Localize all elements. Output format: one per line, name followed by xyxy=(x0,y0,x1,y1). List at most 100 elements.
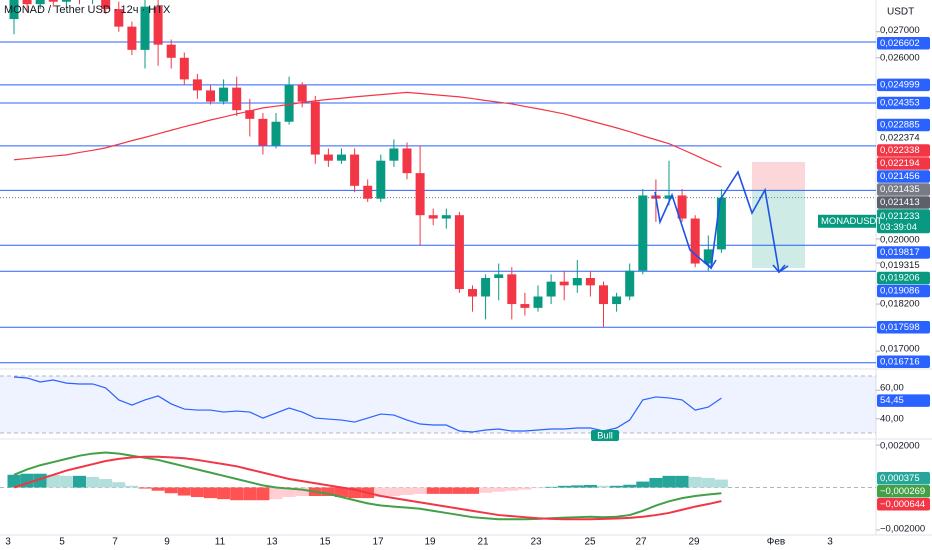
x-tick-label: 7 xyxy=(112,537,118,548)
price-badge-label: 0,022885 xyxy=(880,120,920,131)
candle-body xyxy=(127,26,137,50)
histogram-bar xyxy=(230,487,244,501)
candle-body xyxy=(638,195,648,271)
price-badge-label: 0,021413 xyxy=(880,197,920,208)
histogram-bar xyxy=(73,475,86,488)
price-badge xyxy=(877,271,930,285)
candle-body xyxy=(402,148,412,174)
histogram-bar xyxy=(46,474,60,488)
y-tick-label: −0,002000 xyxy=(880,524,925,535)
candle-body xyxy=(546,281,556,297)
histogram-bar xyxy=(348,487,362,499)
histogram-bar xyxy=(86,476,100,488)
histogram-bar xyxy=(204,487,217,499)
moving-average xyxy=(13,91,722,168)
candle-body xyxy=(389,148,399,161)
histogram-bar xyxy=(190,487,204,498)
histogram-bar xyxy=(544,486,558,488)
candle-body xyxy=(363,185,373,199)
candle-body xyxy=(507,274,517,305)
y-tick-label: 60,00 xyxy=(880,382,904,393)
symbol-tag xyxy=(818,214,876,228)
price-badge-label: 54,45 xyxy=(880,395,904,406)
price-badge-label: −0,000644 xyxy=(880,499,925,510)
candle-body xyxy=(585,277,595,286)
price-badge xyxy=(877,183,930,196)
histogram-bar xyxy=(583,484,597,488)
y-tick-label: 0,017000 xyxy=(880,344,920,355)
candle-body xyxy=(232,87,242,111)
price-badge xyxy=(877,36,930,50)
price-badge xyxy=(877,498,930,511)
histogram-bar xyxy=(636,481,650,488)
price-badge xyxy=(877,355,930,368)
x-tick-label: 23 xyxy=(530,537,542,548)
x-tick-label: Фев xyxy=(767,537,785,548)
histogram-bar xyxy=(675,475,689,488)
histogram-bar xyxy=(466,487,479,494)
price-badge-label: 0,021435 xyxy=(880,184,920,195)
countdown: 03:39:04 xyxy=(880,222,917,233)
price-badge-label: 0,024999 xyxy=(880,79,920,90)
histogram-bar xyxy=(597,485,610,488)
candle-body xyxy=(533,296,543,308)
candle-body xyxy=(48,0,58,2)
histogram-bar xyxy=(217,487,231,500)
histogram-bar xyxy=(321,487,335,496)
histogram-bar xyxy=(335,487,348,498)
projection-path xyxy=(654,170,789,274)
histogram-bar xyxy=(479,487,493,493)
candle-body xyxy=(599,285,608,305)
price-badge-label: 0,021233 xyxy=(880,211,920,222)
candle-body xyxy=(454,215,464,290)
histogram-bar xyxy=(505,487,519,491)
arrow-head xyxy=(772,264,786,274)
histogram-bar xyxy=(518,487,532,490)
price-badge xyxy=(877,157,930,170)
price-badge xyxy=(877,284,930,298)
x-tick-label: 29 xyxy=(688,537,700,548)
price-badge xyxy=(877,246,930,259)
candle-body xyxy=(219,87,229,102)
candle-body xyxy=(179,57,189,80)
histogram-bar xyxy=(531,487,545,489)
histogram-bar xyxy=(452,487,466,494)
candle-body xyxy=(612,296,622,305)
x-tick-label: 15 xyxy=(319,537,331,548)
histogram-bar xyxy=(282,487,296,498)
candle-body xyxy=(677,195,687,219)
candle-body xyxy=(625,270,635,297)
candle-body xyxy=(690,218,700,264)
histogram-bar xyxy=(557,485,571,488)
candle-body xyxy=(310,101,320,155)
price-badge xyxy=(877,485,930,498)
candle-body xyxy=(350,154,360,186)
y-tick-label: 0,002000 xyxy=(880,441,920,452)
price-badge-label: 0,019206 xyxy=(880,273,920,284)
rsi-band xyxy=(0,375,876,434)
stop-zone xyxy=(752,162,805,190)
symbol-title: MONAD / Tether USD · 12ч · HTX xyxy=(4,4,171,16)
candle-body xyxy=(664,195,674,199)
histogram-bar xyxy=(662,475,676,488)
price-badge-label: 0,000375 xyxy=(880,473,920,484)
x-tick-label: 3 xyxy=(827,537,833,548)
candle-body xyxy=(323,154,333,161)
candle-body xyxy=(35,0,45,5)
y-tick-label: 0,018200 xyxy=(880,299,920,310)
candle-body xyxy=(284,84,294,122)
y-tick-label: 0,027000 xyxy=(880,25,920,36)
y-tick-label: 0,026000 xyxy=(880,52,920,63)
price-badge xyxy=(877,394,930,407)
histogram-bar xyxy=(151,487,165,491)
y-tick-label: 40,00 xyxy=(880,413,904,424)
price-badge-label: 0,022338 xyxy=(880,145,920,156)
candle-body xyxy=(703,249,713,264)
candle-body xyxy=(271,121,281,146)
histogram-bar xyxy=(374,487,388,498)
y-tick-label: 0,022374 xyxy=(880,132,920,143)
histogram-bar xyxy=(59,475,73,488)
candle-body xyxy=(166,44,176,58)
histogram-bar xyxy=(125,485,139,488)
